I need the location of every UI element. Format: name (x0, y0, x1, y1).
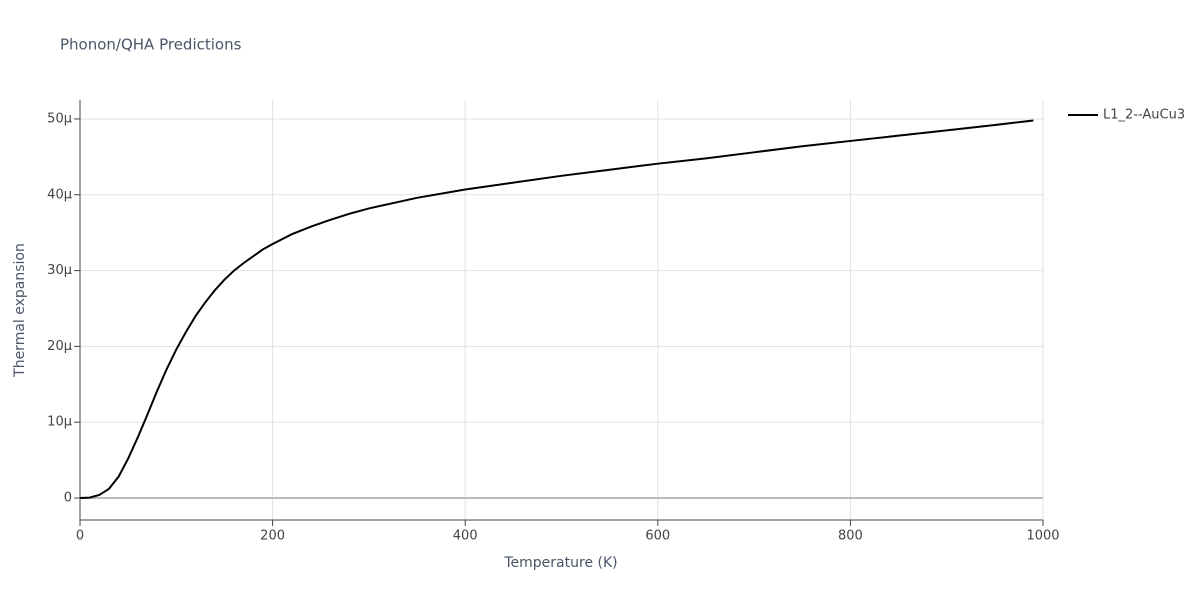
x-tick-label: 800 (838, 529, 863, 544)
chart-title: Phonon/QHA Predictions (60, 36, 242, 54)
line-series (79, 119, 1034, 500)
y-tick-label: 0 (64, 491, 72, 506)
x-axis-title: Temperature (K) (503, 555, 617, 571)
y-axis-title: Thermal expansion (12, 243, 28, 378)
x-tick-label: 400 (453, 529, 478, 544)
y-tick-label: 20µ (47, 339, 72, 354)
y-tick-label: 10µ (47, 415, 72, 430)
y-tick-label: 50µ (47, 111, 72, 126)
x-tick-label: 0 (76, 529, 84, 544)
x-tick-label: 200 (260, 529, 285, 544)
x-tick-label: 1000 (1026, 529, 1059, 544)
legend-label: L1_2--AuCu3 (1103, 108, 1185, 123)
x-tick-label: 600 (645, 529, 670, 544)
y-tick-label: 30µ (47, 263, 72, 278)
y-tick-label: 40µ (47, 187, 72, 202)
